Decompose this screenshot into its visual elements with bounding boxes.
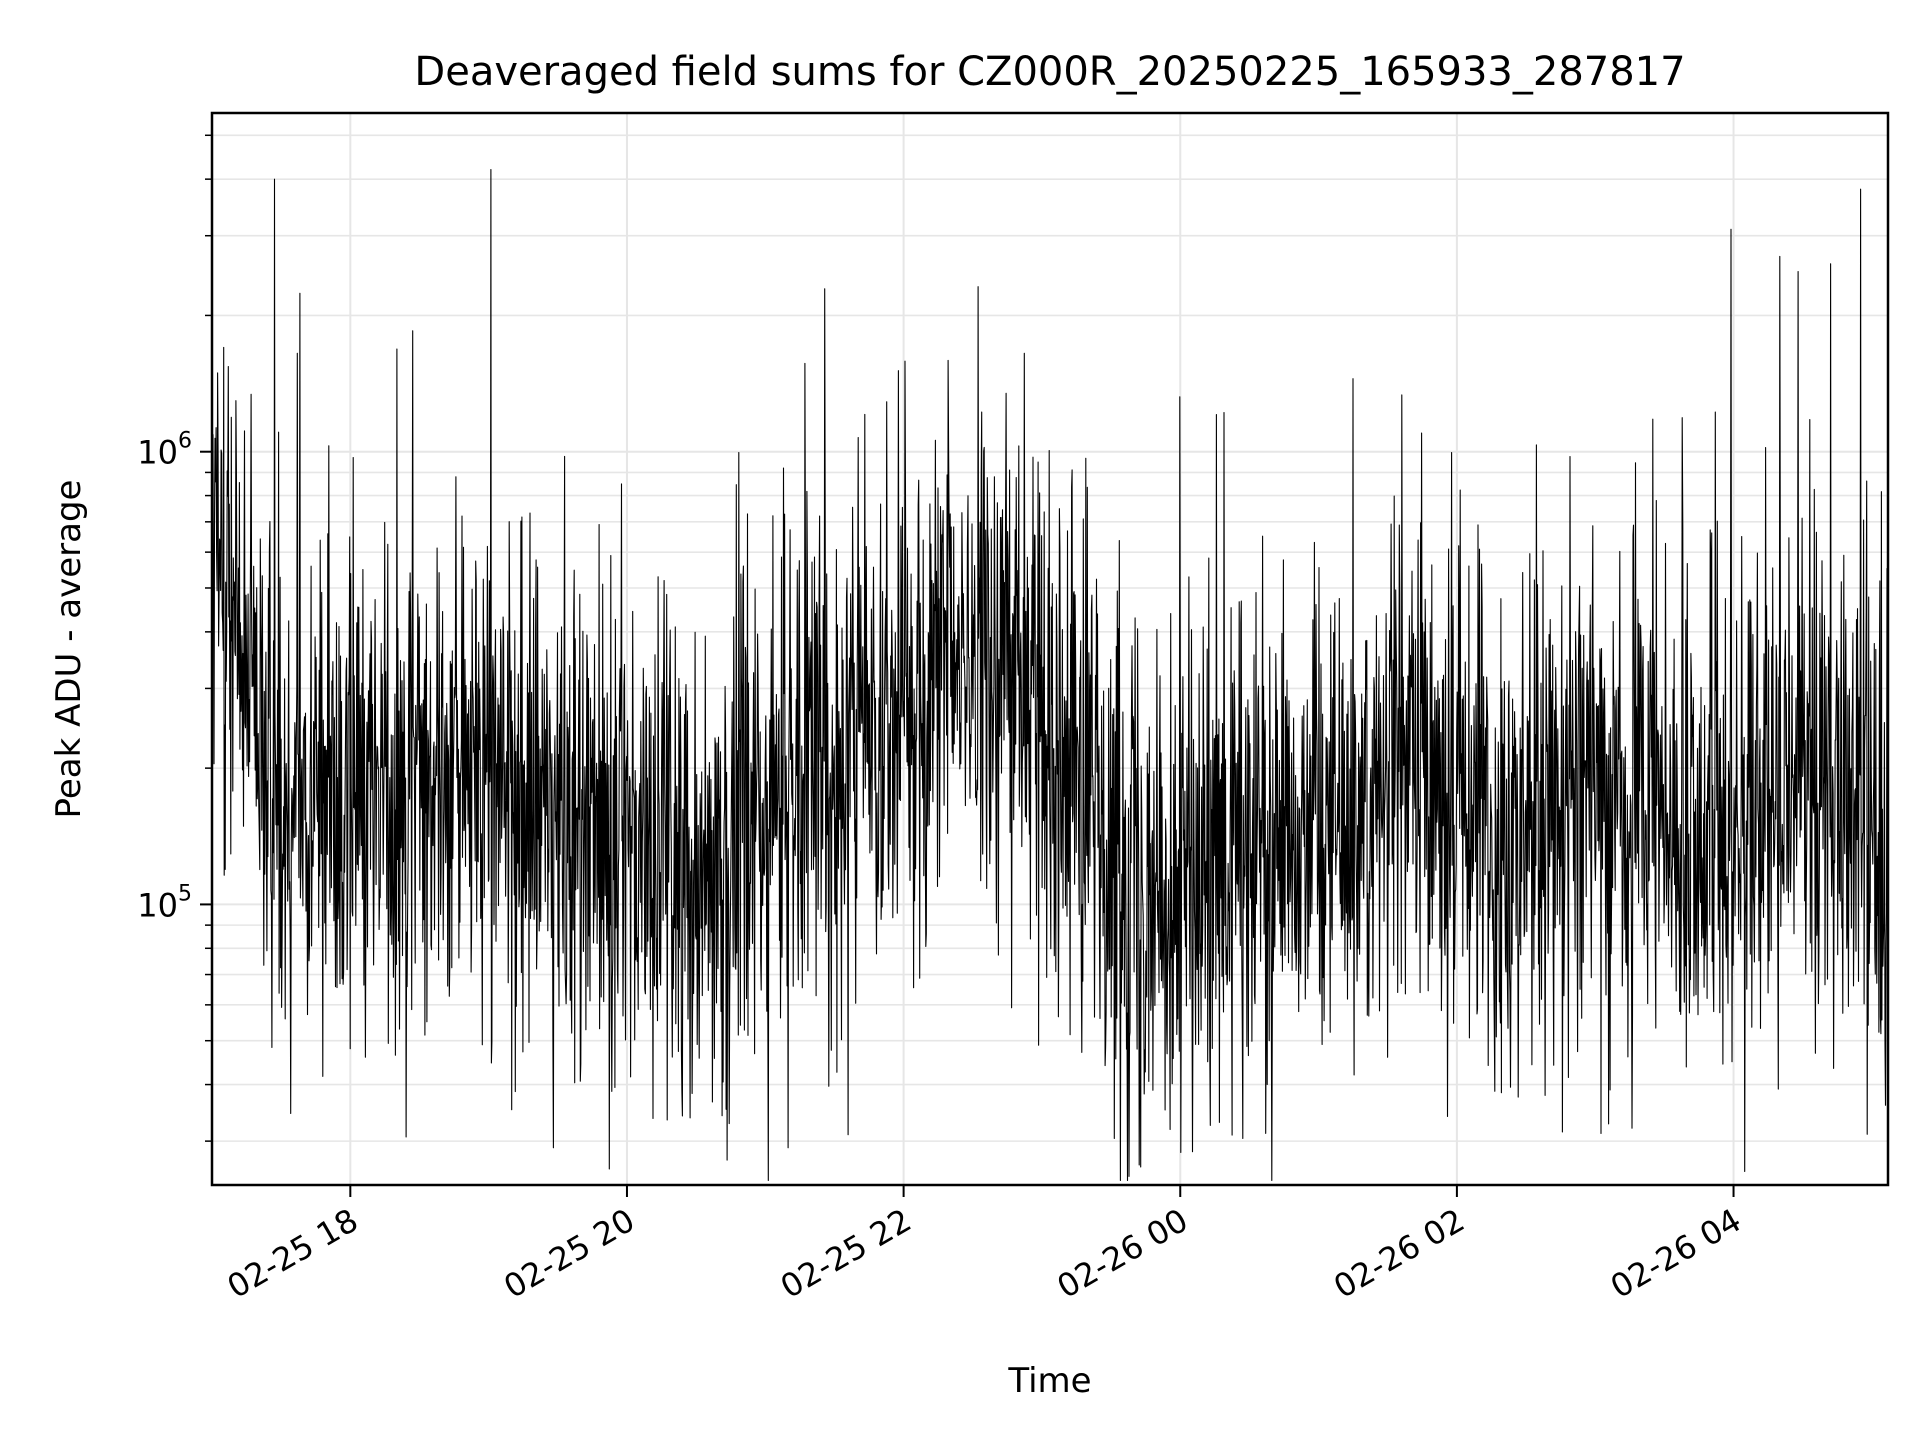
y-tick-label: 106 xyxy=(137,429,192,472)
x-axis-title: Time xyxy=(1007,1361,1091,1401)
y-tick-label: 105 xyxy=(137,881,192,924)
series-layer xyxy=(211,169,1889,1182)
plot-area-frame xyxy=(210,111,1890,1187)
chart-title: Deaveraged field sums for CZ000R_2025022… xyxy=(414,49,1685,95)
series-line xyxy=(211,169,1889,1182)
y-axis-title: Peak ADU - average xyxy=(49,480,89,819)
